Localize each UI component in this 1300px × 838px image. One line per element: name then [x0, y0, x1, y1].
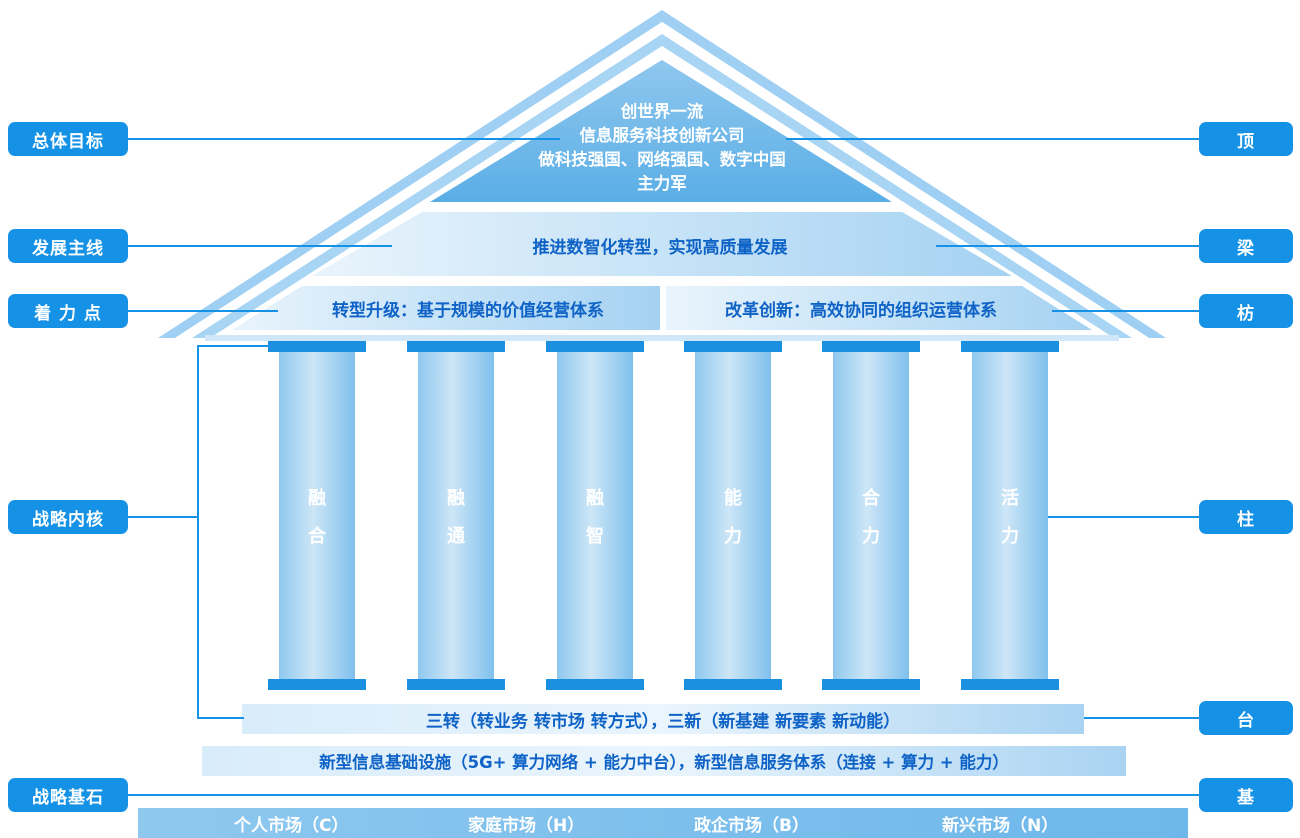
- pillar-4: 能 力: [703, 480, 763, 556]
- platform-bottom-text: 新型信息基础设施（5G+ 算力网络 + 能力中台），新型信息服务体系（连接 + …: [319, 753, 1009, 772]
- pillar-4-char-1: 能: [724, 488, 742, 509]
- architrave: [205, 335, 1119, 341]
- focus-right-text: 改革创新：高效协同的组织运营体系: [725, 300, 997, 321]
- roof-title-line-1: 创世界一流: [620, 102, 704, 121]
- label-top: 顶: [1199, 122, 1293, 156]
- platform-bottom-bar: [202, 746, 1126, 776]
- pillar-5: 合 力: [841, 480, 901, 556]
- pillar-6: 活 力: [980, 480, 1040, 556]
- label-fang: 枋: [1199, 294, 1293, 328]
- connector-lines: [128, 138, 1199, 796]
- pillar-1-char-1: 融: [308, 488, 326, 509]
- label-base: 基: [1199, 778, 1293, 812]
- roof-title-line-2: 信息服务科技创新公司: [579, 126, 745, 145]
- pillar-3-char-1: 融: [586, 488, 604, 509]
- pillar-1-char-2: 合: [308, 526, 326, 547]
- pillar-2-char-2: 通: [447, 526, 465, 547]
- pillar-3-char-2: 智: [586, 526, 604, 547]
- pillar-5-char-1: 合: [862, 488, 880, 509]
- roof-title: 创世界一流 信息服务科技创新公司 做科技强国、网络强国、数字中国 主力军: [520, 100, 804, 196]
- pillar-5-char-2: 力: [862, 526, 880, 547]
- label-focus-point: 着 力 点: [8, 294, 128, 328]
- markets-row: 个人市场（C） 家庭市场（H） 政企市场（B） 新兴市场（N）: [138, 808, 1188, 838]
- label-platform: 台: [1199, 701, 1293, 735]
- platform-top-text: 三转（转业务 转市场 转方式），三新（新基建 新要素 新动能）: [425, 711, 901, 732]
- pillar-2: 融 通: [426, 480, 486, 556]
- pillar-2-char-1: 融: [447, 488, 465, 509]
- market-emerging: 新兴市场（N）: [942, 815, 1059, 836]
- market-personal: 个人市场（C）: [234, 815, 349, 836]
- pillar-6-char-1: 活: [1001, 488, 1019, 509]
- pillar-6-char-2: 力: [1001, 526, 1019, 547]
- label-strategic-foundation: 战略基石: [8, 778, 128, 812]
- roof-peak: [430, 60, 892, 202]
- market-enterprise: 政企市场（B）: [694, 815, 809, 836]
- label-strategic-core: 战略内核: [8, 500, 128, 534]
- label-beam: 梁: [1199, 229, 1293, 263]
- market-home: 家庭市场（H）: [468, 815, 585, 836]
- main-line-text: 推进数智化转型，实现高质量发展: [532, 237, 788, 258]
- platform-top-bar: [242, 704, 1084, 734]
- focus-left-text: 转型升级：基于规模的价值经营体系: [332, 300, 604, 321]
- pillar-4-char-2: 力: [724, 526, 742, 547]
- main-line-band: [312, 212, 1012, 276]
- focus-band-right: [666, 286, 1092, 330]
- focus-band-left: [232, 286, 660, 330]
- label-overall-goal: 总体目标: [8, 122, 128, 156]
- pillars: [268, 341, 1059, 690]
- pillar-3: 融 智: [565, 480, 625, 556]
- roof-title-line-4: 主力军: [637, 174, 687, 193]
- roof-title-line-3: 做科技强国、网络强国、数字中国: [538, 150, 786, 169]
- label-pillar: 柱: [1199, 500, 1293, 534]
- label-development-mainline: 发展主线: [8, 229, 128, 263]
- market-bar: [138, 808, 1188, 838]
- pillar-1: 融 合: [287, 480, 347, 556]
